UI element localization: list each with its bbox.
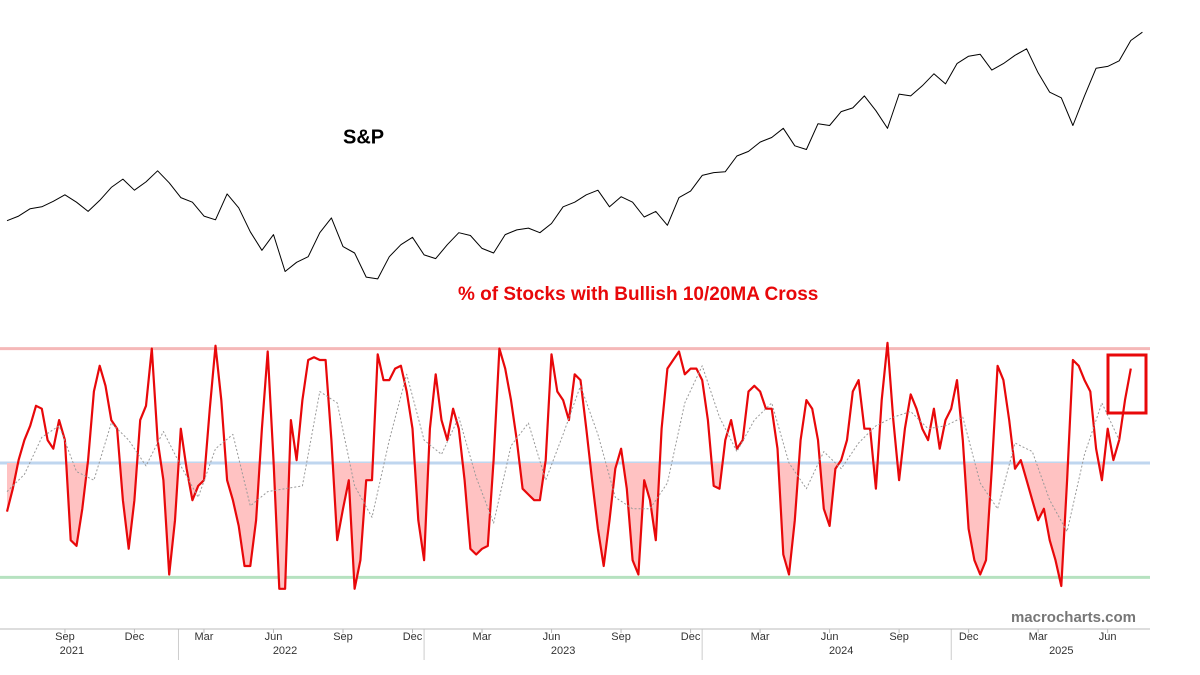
x-tick-label: Jun	[1099, 631, 1117, 643]
year-label: 2024	[829, 645, 853, 657]
x-tick-label: Mar	[473, 631, 492, 643]
x-tick-label: Sep	[55, 631, 75, 643]
x-tick-label: Mar	[751, 631, 770, 643]
x-tick-label: Dec	[959, 631, 979, 643]
x-tick-label: Jun	[821, 631, 839, 643]
year-label: 2025	[1049, 645, 1073, 657]
x-tick-label: Jun	[543, 631, 561, 643]
chart-title: % of Stocks with Bullish 10/20MA Cross	[458, 284, 818, 305]
year-label: 2021	[60, 645, 84, 657]
x-tick-label: Dec	[681, 631, 701, 643]
series-line	[5, 341, 1132, 590]
x-tick-label: Sep	[889, 631, 909, 643]
x-tick-label: Dec	[125, 631, 145, 643]
plot: S&P % of Stocks with Bullish 10/20MA Cros…	[0, 31, 1150, 660]
year-label: 2023	[551, 645, 575, 657]
moving-average-line	[6, 365, 1120, 533]
x-tick-label: Sep	[611, 631, 631, 643]
x-tick-label: Mar	[1029, 631, 1048, 643]
x-tick-label: Jun	[265, 631, 283, 643]
shaded-area	[7, 463, 1131, 589]
highlight-box	[1106, 353, 1148, 415]
watermark: macrocharts.com	[1011, 609, 1136, 626]
year-label: 2022	[273, 645, 297, 657]
x-tick-label: Mar	[194, 631, 213, 643]
x-tick-label: Dec	[403, 631, 423, 643]
chart-title: S&P	[343, 126, 384, 148]
x-tick-label: Sep	[333, 631, 353, 643]
series-line	[6, 31, 1143, 280]
